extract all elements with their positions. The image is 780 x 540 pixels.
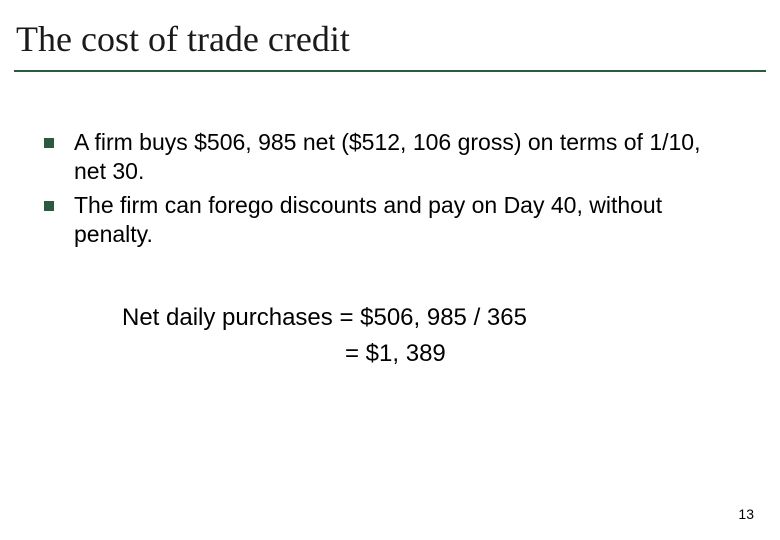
calculation-block: Net daily purchases = $506, 985 / 365 = … (14, 300, 766, 372)
bullet-list: A firm buys $506, 985 net ($512, 106 gro… (14, 128, 766, 250)
list-item: A firm buys $506, 985 net ($512, 106 gro… (44, 128, 726, 187)
bullet-text: The firm can forego discounts and pay on… (74, 192, 662, 247)
list-item: The firm can forego discounts and pay on… (44, 191, 726, 250)
title-region: The cost of trade credit (14, 18, 766, 72)
square-bullet-icon (44, 201, 54, 211)
calc-line-1: Net daily purchases = $506, 985 / 365 (122, 300, 766, 336)
bullet-text: A firm buys $506, 985 net ($512, 106 gro… (74, 129, 700, 184)
page-number: 13 (738, 506, 754, 522)
calc-line-2: = $1, 389 (122, 336, 766, 372)
square-bullet-icon (44, 138, 54, 148)
slide-title: The cost of trade credit (14, 18, 766, 60)
slide-container: The cost of trade credit A firm buys $50… (0, 0, 780, 540)
